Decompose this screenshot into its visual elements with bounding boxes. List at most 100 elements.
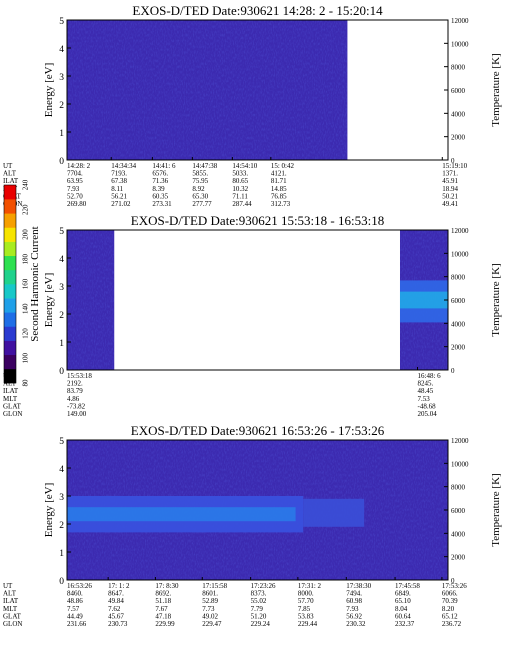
energy-tick-label: 0	[59, 367, 64, 377]
temperature-tick-label: 6000	[451, 297, 466, 305]
temperature-tick-label: 4000	[451, 320, 466, 328]
orbit-value: 273.31	[152, 200, 172, 208]
temperature-tick-label: 6000	[451, 87, 466, 95]
orbit-value: 8601.	[202, 590, 218, 598]
orbit-value: 2192.	[67, 380, 83, 388]
orbit-row-label: GLAT	[3, 612, 22, 620]
orbit-value: 47.18	[155, 612, 171, 620]
orbit-value: 17:31: 2	[298, 582, 322, 590]
colorbar-segment	[4, 185, 16, 200]
temperature-tick-label: 6000	[451, 507, 466, 515]
orbit-value: 7.67	[155, 605, 168, 613]
orbit-value: 8.04	[395, 605, 408, 613]
energy-band	[399, 291, 448, 309]
energy-band	[67, 507, 296, 522]
temperature-tick-label: 10000	[451, 460, 469, 468]
orbit-value: 81.71	[271, 177, 287, 185]
orbit-value: 6066.	[442, 590, 458, 598]
temperature-axis-label: Temperature [K]	[490, 53, 502, 126]
orbit-value: 55.02	[251, 597, 267, 605]
energy-tick-label: 0	[59, 577, 64, 587]
orbit-value: 5855.	[192, 170, 208, 178]
orbit-value: 6576.	[152, 170, 168, 178]
orbit-value: 8.39	[152, 185, 165, 193]
orbit-value: 6849.	[395, 590, 411, 598]
orbit-value: 14.85	[271, 185, 287, 193]
energy-tick-label: 4	[59, 465, 64, 475]
orbit-value: 7193.	[111, 170, 127, 178]
energy-tick-label: 3	[59, 283, 64, 293]
orbit-value: 14:54:10	[232, 162, 257, 170]
colorbar-tick-label: 220	[22, 204, 30, 215]
orbit-value: 16:53:26	[67, 582, 92, 590]
colorbar-segment	[4, 284, 16, 299]
colorbar-tick-label: 200	[22, 229, 30, 240]
orbit-value: 14:47:38	[192, 162, 217, 170]
panel-title: EXOS-D/TED Date:930621 14:28: 2 - 15:20:…	[132, 3, 383, 18]
orbit-value: 15:53:18	[67, 372, 92, 380]
colorbar-segment	[4, 312, 16, 327]
orbit-value: 60.35	[152, 192, 168, 200]
orbit-value: 4121.	[271, 170, 287, 178]
orbit-value: 75.95	[192, 177, 208, 185]
panel-title: EXOS-D/TED Date:930621 15:53:18 - 16:53:…	[131, 213, 384, 228]
panel-title: EXOS-D/TED Date:930621 16:53:26 - 17:53:…	[131, 423, 385, 438]
orbit-value: 230.32	[346, 620, 366, 628]
energy-tick-label: 2	[59, 311, 64, 321]
orbit-value: 18.94	[442, 185, 458, 193]
orbit-value: 48.45	[418, 387, 434, 395]
orbit-value: 15:19:10	[442, 162, 467, 170]
energy-tick-label: 4	[59, 255, 64, 265]
orbit-value: 14:41: 6	[152, 162, 176, 170]
colorbar-segment	[4, 298, 16, 313]
orbit-value: 71.36	[152, 177, 168, 185]
orbit-value: 1371.	[442, 170, 458, 178]
orbit-value: 17: 1: 2	[108, 582, 130, 590]
orbit-value: 4.86	[67, 395, 80, 403]
orbit-value: 44.49	[67, 612, 83, 620]
temperature-tick-label: 4000	[451, 110, 466, 118]
energy-tick-label: 4	[59, 45, 64, 55]
orbit-value: 45.91	[442, 177, 458, 185]
orbit-value: 57.70	[298, 597, 314, 605]
orbit-value: 70.39	[442, 597, 458, 605]
orbit-value: 205.04	[418, 410, 438, 418]
orbit-value: 51.18	[155, 597, 171, 605]
orbit-value: 67.38	[111, 177, 127, 185]
orbit-value: 229.24	[251, 620, 271, 628]
orbit-value: 49.02	[202, 612, 218, 620]
orbit-value: 312.73	[271, 200, 291, 208]
temperature-axis-label: Temperature [K]	[490, 263, 502, 336]
energy-tick-label: 3	[59, 493, 64, 503]
orbit-value: 56.21	[111, 192, 127, 200]
orbit-value: 7.73	[202, 605, 215, 613]
orbit-value: 232.37	[395, 620, 415, 628]
orbit-value: 76.85	[271, 192, 287, 200]
orbit-value: 8.11	[111, 185, 123, 193]
colorbar-segment	[4, 368, 16, 384]
orbit-value: 50.21	[442, 192, 458, 200]
temperature-tick-label: 8000	[451, 64, 466, 72]
orbit-value: 277.77	[192, 200, 212, 208]
temperature-tick-label: 0	[451, 577, 455, 585]
orbit-value: 7.53	[418, 395, 431, 403]
orbit-value: 60.98	[346, 597, 362, 605]
orbit-value: 17:38:30	[346, 582, 371, 590]
colorbar-label: Second Harmonic Current	[29, 226, 41, 341]
orbit-value: 48.86	[67, 597, 83, 605]
colorbar-tick-label: 80	[22, 379, 30, 387]
temperature-tick-label: 0	[451, 367, 455, 375]
energy-axis-label: Energy [eV]	[43, 63, 55, 117]
temperature-tick-label: 12000	[451, 227, 469, 235]
data-span-texture	[67, 20, 348, 160]
orbit-row-label: ALT	[3, 380, 17, 388]
orbit-value: 271.02	[111, 200, 131, 208]
energy-axis-label: Energy [eV]	[43, 483, 55, 537]
orbit-value: 71.11	[232, 192, 248, 200]
colorbar-segment	[4, 340, 16, 356]
orbit-row-label: GLAT	[3, 402, 22, 410]
energy-tick-label: 1	[59, 339, 64, 349]
colorbar-segment	[4, 213, 16, 228]
temperature-tick-label: 10000	[451, 40, 469, 48]
